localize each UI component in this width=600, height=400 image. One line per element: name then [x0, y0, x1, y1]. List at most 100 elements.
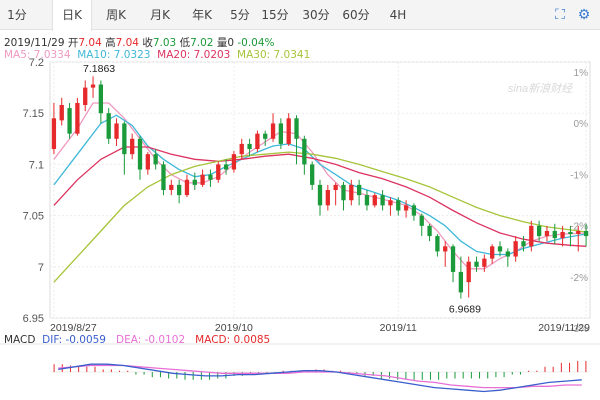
high-annotation: 7.1863 — [83, 63, 115, 75]
volume-label: 量 — [216, 37, 228, 49]
candle-body — [169, 184, 174, 190]
candle-body — [75, 102, 80, 134]
y-right-tick-label: -1% — [570, 170, 588, 181]
candle-body — [443, 246, 448, 252]
volume-value: 0 — [227, 37, 234, 49]
candle-body — [427, 225, 432, 237]
y-right-tick-label: 0% — [574, 119, 589, 130]
ma-legend: MA5: 7.0334 MA10: 7.0323 MA20: 7.0203 MA… — [4, 49, 310, 61]
dif-legend: DIF: -0.0059 — [42, 334, 106, 346]
tab-4[interactable]: 年K — [192, 8, 212, 22]
candle-body — [231, 154, 237, 170]
candle-body — [396, 200, 401, 211]
candle-body — [184, 179, 190, 196]
candle-body — [278, 123, 284, 144]
candle-body — [349, 184, 354, 201]
ma20-line — [53, 146, 587, 247]
candle-body — [106, 113, 111, 139]
change-percent: -0.04% — [237, 37, 275, 49]
candle-body — [137, 138, 143, 170]
candle-body — [98, 84, 104, 114]
tab-7[interactable]: 30分 — [302, 8, 330, 22]
candle-body — [302, 138, 307, 165]
low-label: 低 — [179, 37, 191, 49]
y-right-tick-label: -3% — [570, 324, 588, 335]
candle-body — [270, 123, 276, 139]
candle-body — [176, 184, 182, 196]
candle-body — [83, 87, 88, 106]
tab-1[interactable]: 日K — [52, 0, 92, 31]
ma10-legend: MA10: 7.0323 — [77, 49, 151, 61]
low-value: 7.02 — [190, 37, 214, 49]
tab-8[interactable]: 60分 — [342, 8, 370, 22]
candle-body — [145, 154, 150, 170]
candle-body — [341, 184, 346, 201]
candle-body — [51, 118, 57, 150]
quote-date: 2019/11/29 — [4, 37, 65, 49]
ma30-legend: MA30: 7.0341 — [237, 49, 311, 61]
dea-legend: DEA: -0.0102 — [116, 334, 186, 346]
open-value: 7.04 — [78, 37, 102, 49]
high-label: 高 — [105, 37, 116, 49]
candle-body — [114, 123, 119, 139]
candle-body — [130, 138, 135, 155]
y-tick-label: 7.1 — [29, 159, 44, 171]
candle-body — [482, 258, 487, 267]
candle-body — [490, 246, 495, 259]
candle-body — [223, 164, 229, 170]
tab-0[interactable]: 1分 — [7, 8, 27, 22]
candle-body — [247, 143, 252, 150]
close-value: 7.03 — [152, 37, 177, 49]
tab-3[interactable]: 月K — [150, 8, 170, 22]
candle-body — [521, 241, 526, 247]
quote-info-line: 2019/11/29 开7.04 高7.04 收7.03 低7.02 量0 -0… — [4, 35, 275, 50]
tab-6[interactable]: 15分 — [261, 8, 289, 22]
y-tick-label: 7.15 — [23, 108, 44, 120]
y-right-tick-label: 1% — [574, 68, 589, 79]
candle-body — [458, 271, 464, 293]
candle-body — [411, 205, 417, 216]
x-tick-label: 2019/11/29 — [538, 322, 590, 334]
tab-5[interactable]: 5分 — [230, 8, 250, 22]
macd-legend: MACD DIF: -0.0059 DEA: -0.0102 MACD: 0.0… — [4, 334, 270, 346]
ma5-legend: MA5: 7.0334 — [4, 49, 71, 61]
y-tick-label: 7.05 — [23, 211, 44, 223]
candle-body — [544, 230, 550, 237]
candle-body — [263, 133, 268, 139]
fullscreen-icon[interactable]: ⛶ — [555, 7, 565, 23]
candle-body — [560, 231, 565, 239]
macd-label: MACD — [4, 334, 36, 346]
candle-body — [208, 174, 213, 180]
tab-9[interactable]: 4H — [389, 8, 407, 22]
candle-body — [529, 225, 534, 247]
candle-body — [90, 84, 96, 88]
ma20-legend: MA20: 7.0203 — [157, 49, 231, 61]
period-tab-bar: 1分 日K 周K 月K 年K 5分 15分 30分 60分 4H ⛶ ⚙ — [0, 0, 600, 31]
y-right-tick-label: -2% — [570, 273, 588, 284]
candle-body — [497, 246, 503, 252]
candle-body — [576, 230, 581, 235]
candle-body — [294, 118, 299, 139]
candle-body — [583, 230, 589, 237]
open-label: 开 — [67, 37, 79, 49]
settings-icon[interactable]: ⚙ — [577, 7, 591, 23]
candle-body — [466, 261, 471, 283]
candle-body — [568, 231, 573, 235]
candle-body — [333, 184, 338, 190]
tab-2[interactable]: 周K — [106, 8, 126, 22]
candle-body — [356, 184, 362, 196]
candle-body — [153, 154, 158, 165]
candle-body — [450, 246, 456, 272]
candle-body — [419, 215, 424, 226]
x-tick-label: 2019/10 — [215, 322, 253, 334]
candle-body — [255, 133, 260, 150]
candle-body — [388, 200, 393, 206]
sina-watermark: sina新浪财经 — [508, 82, 573, 95]
y-tick-label: 7.2 — [29, 57, 44, 69]
candle-body — [310, 164, 315, 185]
candle-body — [380, 195, 385, 206]
candle-body — [536, 225, 542, 237]
high-value: 7.04 — [115, 37, 139, 49]
candle-body — [122, 123, 127, 155]
